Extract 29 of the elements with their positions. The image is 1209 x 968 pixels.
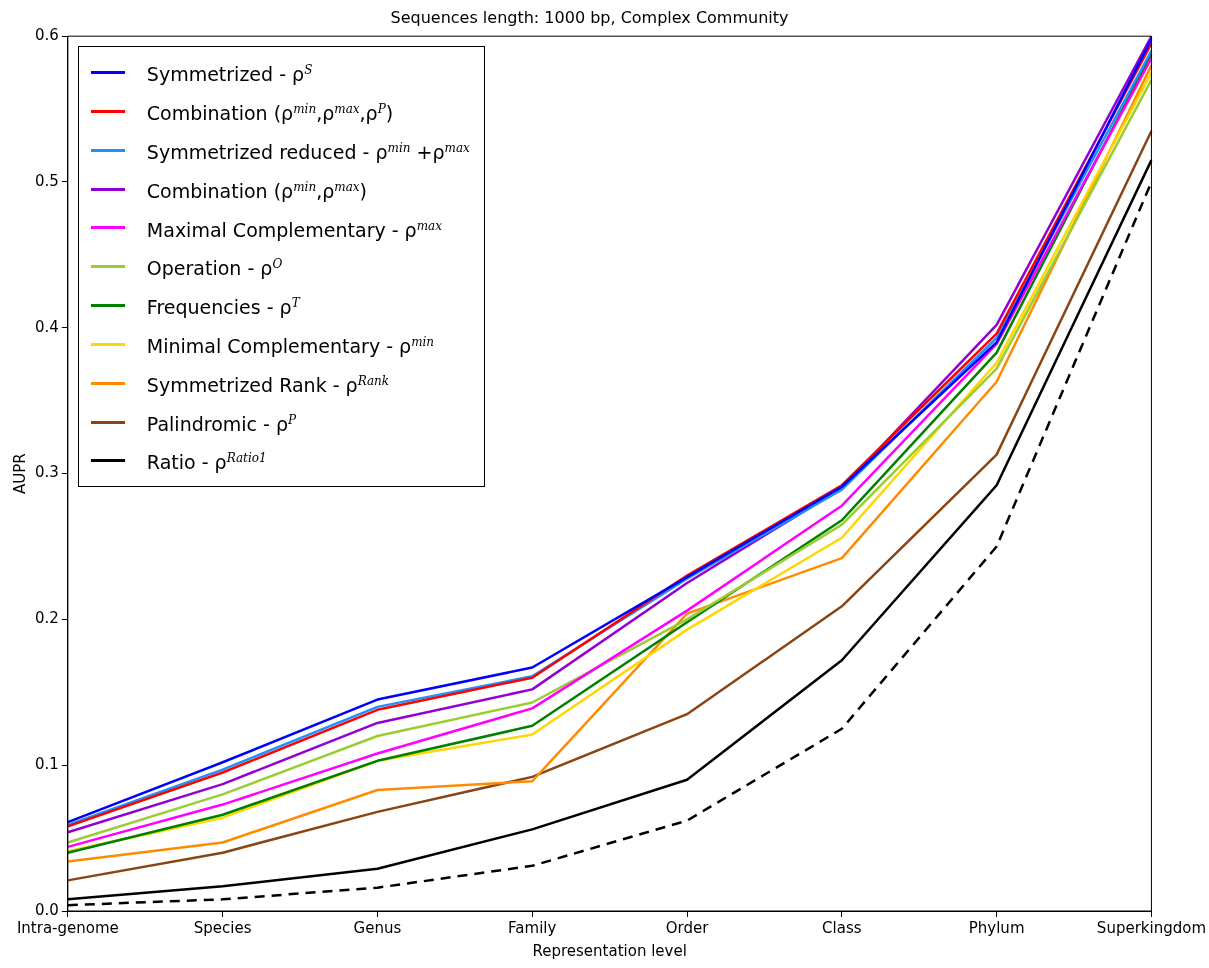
y-tick-label: 0.1 [35, 755, 59, 774]
legend-label: Maximal Complementary - ρ$^{max}$ [146, 217, 442, 243]
x-tick-label: Phylum [968, 918, 1025, 937]
legend-label: Combination (ρ$^{min}$,ρ$^{max}$) [146, 178, 367, 204]
legend-label: Operation - ρ$^{O}$ [146, 256, 283, 282]
y-tick-label: 0.0 [35, 900, 59, 919]
y-tick-label: 0.3 [35, 463, 59, 482]
legend-label: Frequencies - ρ$^{T}$ [146, 295, 300, 321]
legend-label: Symmetrized Rank - ρ$^{Rank}$ [146, 372, 390, 399]
x-tick-label: Genus [353, 918, 402, 937]
legend-label: Palindromic - ρ$^{P}$ [146, 411, 297, 437]
y-tick-label: 0.5 [35, 171, 59, 190]
legend-label: Symmetrized - ρ$^{S}$ [146, 62, 313, 88]
legend-label: Ratio - ρ$^{Ratio1}$ [146, 450, 267, 476]
x-tick-label: Superkingdom [1096, 918, 1206, 937]
y-tick-label: 0.2 [35, 609, 59, 628]
x-tick-label: Species [193, 918, 252, 937]
x-tick-label: Class [822, 918, 862, 937]
legend-label: Minimal Complementary - ρ$^{min}$ [146, 334, 435, 360]
y-axis-title: AUPR [10, 453, 29, 494]
x-tick-label: Order [665, 918, 710, 937]
y-tick-label: 0.6 [35, 26, 59, 45]
x-tick-label: Family [508, 918, 557, 937]
x-axis-title: Representation level [532, 941, 687, 960]
y-tick-label: 0.4 [35, 317, 59, 336]
x-tick-label: Intra-genome [16, 918, 119, 937]
legend-label: Symmetrized reduced - ρ$^{min}$ +ρ$^{max}$ [146, 139, 470, 166]
legend-label: Combination (ρ$^{min}$,ρ$^{max}$,ρ$^{P}$) [146, 101, 394, 127]
chart-title: Sequences length: 1000 bp, Complex Community [390, 7, 789, 27]
